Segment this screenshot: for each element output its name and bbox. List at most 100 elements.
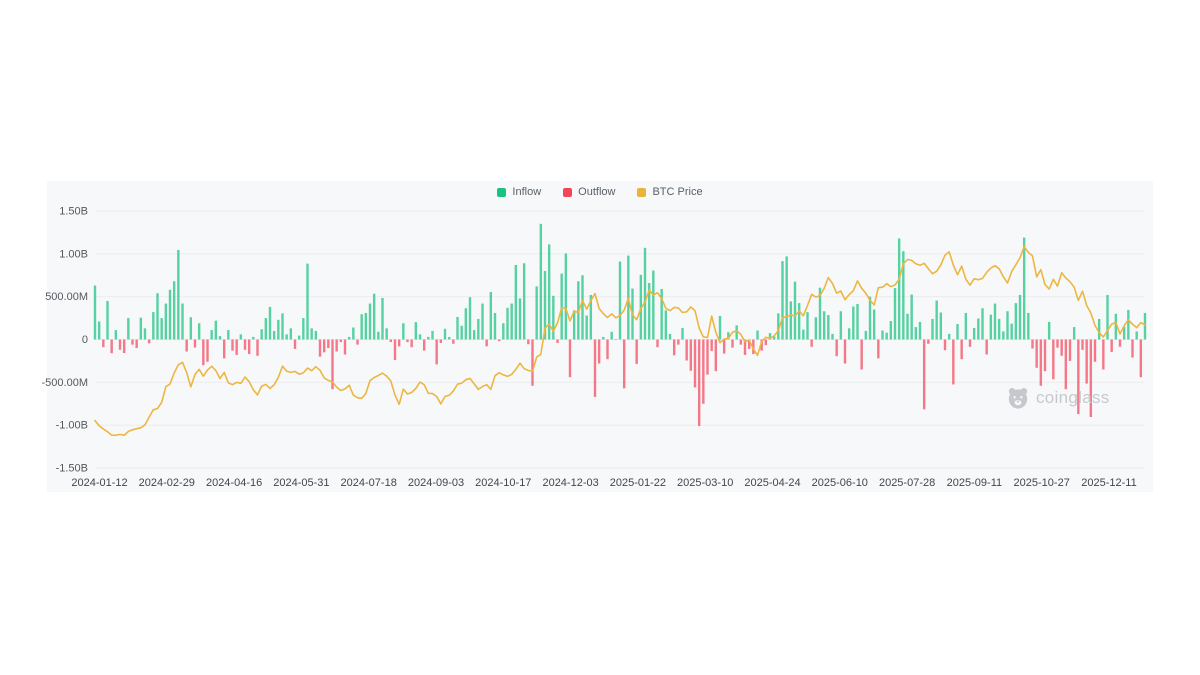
inflow-bar [402, 323, 405, 340]
inflow-bar [1022, 237, 1026, 340]
inflow-bar [285, 334, 288, 340]
outflow-bar [1081, 339, 1084, 350]
outflow-bar [843, 339, 847, 364]
inflow-swatch-icon [497, 187, 507, 197]
inflow-bar [502, 323, 505, 340]
x-axis-tick-label: 2024-07-18 [341, 477, 397, 489]
outflow-bar [622, 339, 626, 389]
inflow-bar [652, 270, 655, 340]
outflow-bar [235, 339, 238, 355]
inflow-bar [785, 256, 788, 340]
inflow-bar [377, 331, 380, 340]
inflow-bar [172, 281, 176, 340]
inflow-bar [302, 318, 305, 340]
inflow-bar [781, 261, 784, 340]
inflow-bar [614, 339, 618, 340]
outflow-bar [593, 339, 597, 397]
inflow-bar [956, 324, 959, 340]
legend-item-inflow[interactable]: Inflow [497, 186, 541, 198]
outflow-bar [710, 339, 713, 352]
inflow-bar [681, 327, 684, 340]
inflow-bar [1072, 327, 1076, 340]
inflow-bar [814, 317, 818, 340]
inflow-bar [1114, 313, 1118, 340]
outflow-bar [256, 339, 259, 356]
outflow-bar [731, 339, 734, 348]
chart-card: Inflow Outflow BTC Price [47, 181, 1153, 492]
inflow-bar [297, 335, 301, 340]
inflow-bar [772, 336, 776, 340]
outflow-bar [743, 339, 747, 355]
outflow-bar [656, 339, 659, 348]
inflow-bar [214, 320, 218, 340]
inflow-bar [506, 307, 509, 340]
inflow-bar [314, 330, 318, 340]
inflow-bar [1006, 311, 1009, 340]
legend-item-btc-price[interactable]: BTC Price [637, 186, 703, 198]
legend-item-outflow[interactable]: Outflow [563, 186, 615, 198]
outflow-bar [335, 339, 338, 352]
inflow-bar [660, 288, 663, 340]
inflow-bar [902, 251, 905, 340]
outflow-bar [322, 339, 326, 353]
outflow-bar [922, 339, 926, 410]
inflow-bar [639, 274, 643, 340]
outflow-bar [110, 339, 113, 354]
outflow-bar [393, 339, 397, 361]
inflow-bar [1014, 303, 1018, 340]
outflow-bar [135, 339, 138, 349]
y-axis-tick-label: 1.50B [59, 206, 88, 218]
inflow-bar [1143, 312, 1147, 340]
x-axis-tick-label: 2024-09-03 [408, 477, 464, 489]
inflow-bar [668, 333, 672, 340]
inflow-bar [581, 275, 584, 340]
outflow-bar [1077, 339, 1080, 415]
outflow-bar [968, 339, 972, 347]
inflow-bar [868, 296, 872, 340]
inflow-bar [572, 310, 576, 340]
inflow-bar [935, 300, 938, 340]
inflow-bar [1027, 312, 1030, 340]
inflow-bar [268, 306, 272, 340]
inflow-bar [918, 321, 922, 340]
inflow-bar [522, 263, 526, 340]
outflow-bar [677, 339, 680, 345]
outflow-bar [485, 339, 488, 347]
inflow-bar [818, 287, 822, 340]
outflow-bar [1031, 339, 1034, 349]
outflow-bar [131, 339, 134, 345]
inflow-bar [735, 325, 738, 340]
inflow-bar [464, 308, 468, 340]
inflow-bar [477, 318, 480, 340]
inflow-bar [972, 327, 976, 340]
outflow-bar [764, 339, 768, 346]
inflow-bar [977, 318, 980, 340]
outflow-bar [1139, 339, 1143, 378]
y-axis-tick-label: 1.00B [59, 248, 88, 260]
chart-legend: Inflow Outflow BTC Price [47, 184, 1153, 200]
outflow-bar [185, 339, 188, 352]
inflow-bar [106, 300, 109, 340]
outflow-bar [231, 339, 234, 351]
outflow-bar [714, 339, 718, 372]
inflow-bar [514, 264, 518, 340]
inflow-bar [1097, 318, 1101, 340]
inflow-bar [160, 318, 163, 340]
x-axis-tick-label: 2025-04-24 [744, 477, 800, 489]
inflow-bar [114, 330, 118, 340]
inflow-bar [127, 318, 130, 340]
inflow-bar [756, 330, 759, 340]
outflow-bar [343, 339, 347, 355]
outflow-bar [318, 339, 322, 357]
inflow-bar [643, 247, 647, 340]
inflow-bar [856, 303, 859, 340]
outflow-bar [635, 339, 638, 364]
inflow-bar [589, 294, 593, 340]
outflow-bar [1056, 339, 1059, 348]
inflow-bar [864, 330, 868, 340]
outflow-bar [1060, 339, 1063, 356]
outflow-bar [685, 339, 688, 361]
outflow-bar [1102, 339, 1105, 370]
outflow-bar [331, 339, 334, 390]
